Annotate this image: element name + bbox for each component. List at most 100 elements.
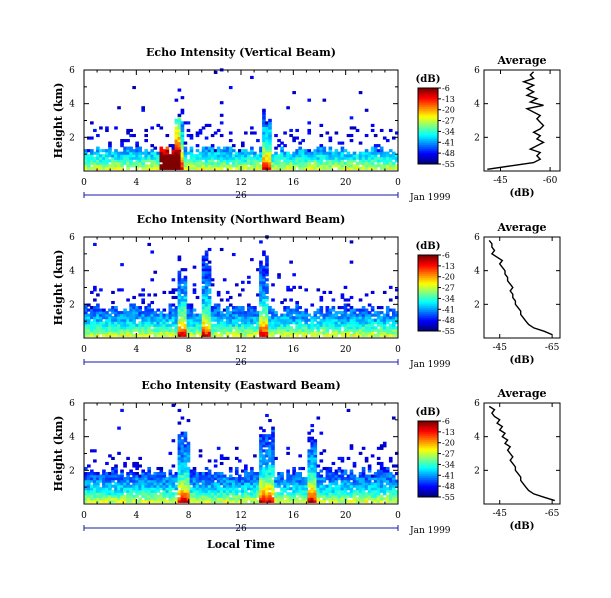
x-tick-label: 4 [133,345,139,355]
x-tick-label: 12 [235,178,246,188]
colorbar-segment [418,457,438,460]
colorbar-segment [418,426,438,430]
colorbar-segment [418,440,438,443]
colorbar-tick-label: -48 [442,482,455,491]
colorbar-segment [418,116,438,119]
colorbar-segment [418,323,438,326]
colorbar-segment [418,93,438,97]
colorbar-tick-label: -34 [442,460,455,469]
colorbar-segment [418,89,438,93]
colorbar-segment [418,430,438,433]
colorbar-segment [418,470,438,473]
colorbar-segment [418,485,438,488]
colorbar-segment [418,315,438,319]
colorbar-segment [418,438,438,441]
y-tick-label: 6 [69,66,75,76]
x-tick-label: 20 [340,511,352,521]
y-axis-label: Height (km) [52,83,65,159]
colorbar-segment [418,436,438,439]
colorbar-segment [418,421,438,424]
colorbar-segment [418,313,438,317]
colorbar-segment [418,321,438,324]
colorbar-segment [418,122,438,125]
colorbar-tick-label: -41 [442,138,455,147]
colorbar-segment [418,285,438,288]
average-y-tick-label: 2 [474,300,480,310]
average-x-tick-label: -45 [493,176,508,186]
average-y-tick-label: 4 [474,100,480,110]
y-tick-label: 2 [69,133,75,143]
colorbar-segment [418,329,438,332]
colorbar-segment [418,145,438,148]
month-label: Jan 1999 [409,360,451,370]
colorbar-segment [418,479,438,483]
colorbar-segment [418,468,438,471]
colorbar-tick-label: -20 [442,106,455,115]
colorbar-segment [418,325,438,328]
colorbar-tick-label: -55 [442,160,455,169]
average-y-tick-label: 6 [474,233,480,243]
colorbar-tick-label: -27 [442,450,455,459]
colorbar-segment [418,162,438,165]
x-tick-label: 0 [395,178,401,188]
average-title: Average [496,54,546,67]
colorbar-segment [418,275,438,279]
colorbar-segment [418,279,438,283]
colorbar-tick-label: -13 [442,95,455,104]
colorbar-segment [418,107,438,110]
average-title: Average [496,221,546,234]
x-tick-label: 0 [81,178,87,188]
average-y-tick-label: 4 [474,433,480,443]
colorbar-segment [418,88,438,91]
colorbar-frame [417,87,439,165]
colorbar-segment [418,449,438,452]
average-y-tick-label: 2 [474,133,480,143]
colorbar-segment [418,306,438,309]
colorbar-segment [418,481,438,485]
x-tick-label: 0 [395,511,401,521]
date-label: 26 [235,191,247,201]
colorbar-tick-label: -6 [442,251,450,260]
heatmap-cells [84,403,399,503]
colorbar-segment [418,472,438,475]
colorbar-segment [418,262,438,265]
colorbar-segment [418,294,438,298]
x-tick-label: 20 [340,345,352,355]
colorbar-segment [418,291,438,294]
colorbar-tick-label: -34 [442,294,455,303]
colorbar-tick-label: -20 [442,439,455,448]
colorbar-segment [418,272,438,275]
x-tick-label: 0 [81,345,87,355]
colorbar-tick-label: -13 [442,428,455,437]
colorbar-segment [418,455,438,458]
colorbar-tick-label: -55 [442,493,455,502]
colorbar-tick-label: -41 [442,305,455,314]
colorbar-segment [418,302,438,305]
colorbar-segment [418,489,438,492]
colorbar-segment [418,476,438,479]
colorbar-segment [418,441,438,445]
date-label: 26 [235,358,247,368]
average-x-label: (dB) [510,521,535,532]
colorbar-segment [418,126,438,129]
x-tick-label: 0 [395,345,401,355]
colorbar-segment [418,312,438,315]
y-tick-label: 6 [69,399,75,409]
average-x-tick-label: -65 [545,509,560,519]
colorbar-segment [418,308,438,311]
colorbar-segment [418,270,438,273]
panel-title: Echo Intensity (Vertical Beam) [146,46,336,59]
colorbar-segment [418,296,438,300]
colorbar-segment [418,256,438,260]
average-x-tick-label: -45 [492,343,507,353]
y-axis-label: Height (km) [52,416,65,492]
colorbar-segment [418,97,438,100]
panel-title: Echo Intensity (Northward Beam) [137,213,346,226]
average-line [487,71,546,170]
y-tick-label: 4 [69,267,75,277]
average-profile: Average 2 4 6 -45 -65 (dB) [474,387,561,532]
x-tick-label: 20 [340,178,352,188]
colorbar-tick-label: -6 [442,84,450,93]
colorbar-segment [418,118,438,121]
colorbar-segment [418,120,438,123]
